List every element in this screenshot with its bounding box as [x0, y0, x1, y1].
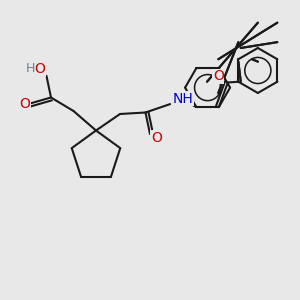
- Text: O: O: [213, 70, 224, 83]
- Text: H: H: [25, 62, 35, 75]
- Text: O: O: [34, 62, 45, 76]
- Text: O: O: [19, 97, 30, 110]
- Text: O: O: [151, 131, 162, 145]
- Text: NH: NH: [172, 92, 193, 106]
